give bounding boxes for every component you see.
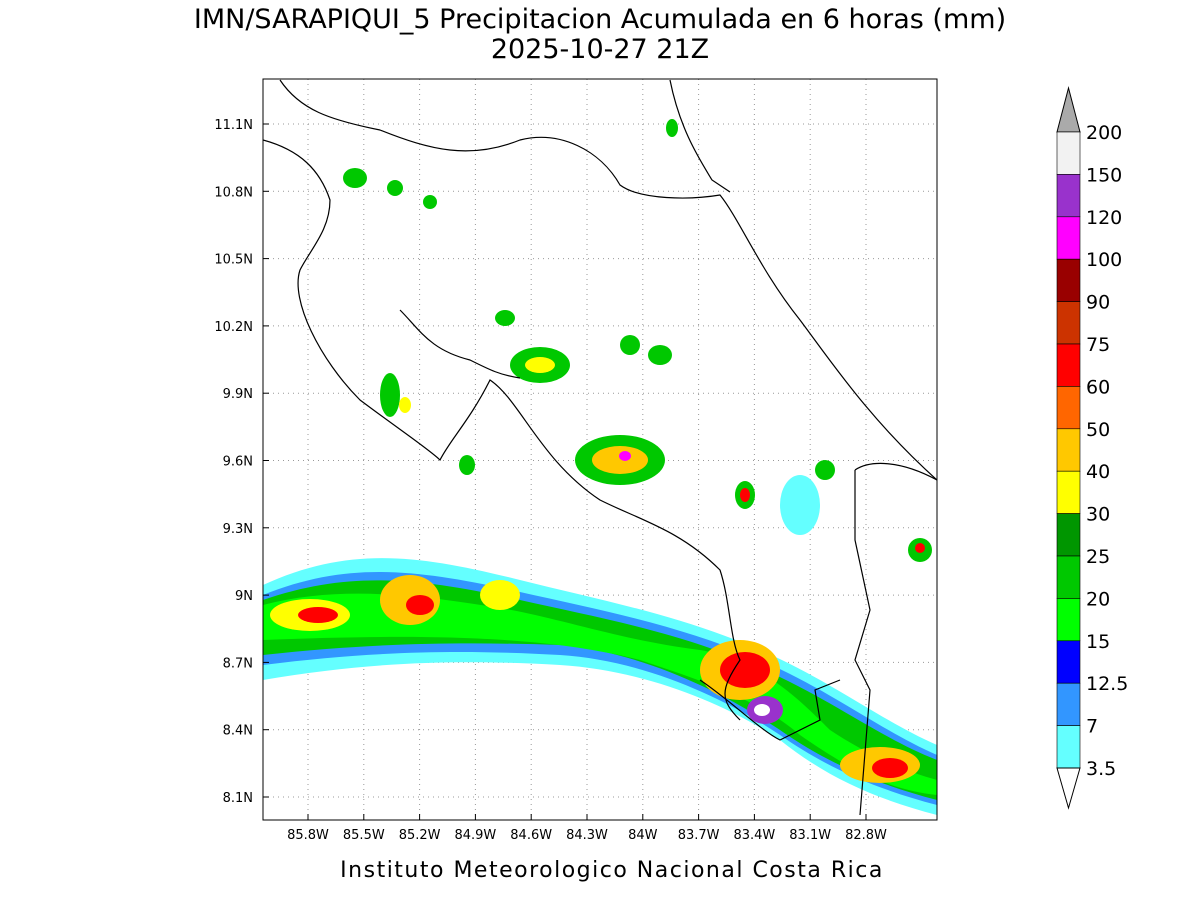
- colorbar: 200 150 120 100 90 75 60 50 40 30 25 20 15 12.5 7 3.5: [1056, 86, 1128, 810]
- lon-tick-label: 85.8W: [287, 828, 329, 843]
- colorbar-label: 50: [1086, 419, 1110, 441]
- colorbar-segment: [1056, 725, 1081, 769]
- subtitle: 2025-10-27 21Z: [491, 34, 709, 65]
- lon-tick-label: 83.1W: [789, 828, 831, 843]
- colorbar-label: 150: [1086, 164, 1122, 186]
- lon-tick-label: 83.4W: [733, 828, 775, 843]
- colorbar-over: [1056, 86, 1081, 133]
- lat-tick-label: 8.7N: [223, 656, 253, 671]
- lat-tick-label: 8.4N: [223, 724, 253, 739]
- colorbar-label: 30: [1086, 504, 1110, 526]
- colorbar-segment: [1056, 598, 1081, 642]
- lon-tick-label: 83.7W: [678, 828, 720, 843]
- colorbar-label: 7: [1086, 716, 1098, 738]
- colorbar-label: 120: [1086, 207, 1122, 229]
- lon-tick-label: 84.6W: [510, 828, 552, 843]
- colorbar-segment: [1056, 386, 1081, 430]
- colorbar-under: [1056, 767, 1081, 810]
- colorbar-segment: [1056, 258, 1081, 302]
- colorbar-segment: [1056, 513, 1081, 557]
- colorbar-label: 25: [1086, 546, 1110, 568]
- colorbar-label: 15: [1086, 631, 1110, 653]
- lat-tick-label: 10.8N: [214, 185, 253, 200]
- colorbar-label: 12.5: [1086, 673, 1128, 695]
- lat-tick-label: 9.3N: [223, 522, 253, 537]
- colorbar-label: 20: [1086, 588, 1110, 610]
- colorbar-label: 60: [1086, 376, 1110, 398]
- footer: Instituto Meteorologico Nacional Costa R…: [340, 858, 884, 883]
- colorbar-segment: [1056, 555, 1081, 599]
- colorbar-segment: [1056, 131, 1081, 175]
- lat-tick-label: 9.9N: [223, 387, 253, 402]
- colorbar-label: 100: [1086, 249, 1122, 271]
- colorbar-label: 90: [1086, 292, 1110, 314]
- colorbar-segment: [1056, 216, 1081, 260]
- colorbar-segment: [1056, 682, 1081, 726]
- colorbar-segment: [1056, 470, 1081, 514]
- lon-tick-label: 85.5W: [343, 828, 385, 843]
- colorbar-segment: [1056, 428, 1081, 472]
- lat-tick-label: 10.5N: [214, 253, 253, 268]
- lon-tick-label: 82.8W: [845, 828, 887, 843]
- colorbar-segment: [1056, 343, 1081, 387]
- colorbar-label: 40: [1086, 461, 1110, 483]
- map-frame: [262, 78, 938, 821]
- lon-tick-label: 84W: [628, 828, 658, 843]
- colorbar-segment: [1056, 640, 1081, 684]
- precipitation-field: [263, 119, 937, 815]
- lat-tick-label: 8.1N: [223, 791, 253, 806]
- colorbar-label: 200: [1086, 122, 1122, 144]
- colorbar-label: 3.5: [1086, 758, 1116, 780]
- lon-tick-label: 85.2W: [399, 828, 441, 843]
- colorbar-segment: [1056, 174, 1081, 218]
- lon-tick-label: 84.9W: [454, 828, 496, 843]
- lat-tick-label: 9.6N: [223, 455, 253, 470]
- lat-tick-label: 10.2N: [214, 320, 253, 335]
- colorbar-segment: [1056, 301, 1081, 345]
- coastlines: [263, 79, 937, 816]
- lat-tick-label: 11.1N: [214, 118, 253, 133]
- lon-tick-label: 84.3W: [566, 828, 608, 843]
- colorbar-label: 75: [1086, 334, 1110, 356]
- title: IMN/SARAPIQUI_5 Precipitacion Acumulada …: [194, 4, 1006, 35]
- lat-tick-label: 9N: [235, 589, 253, 604]
